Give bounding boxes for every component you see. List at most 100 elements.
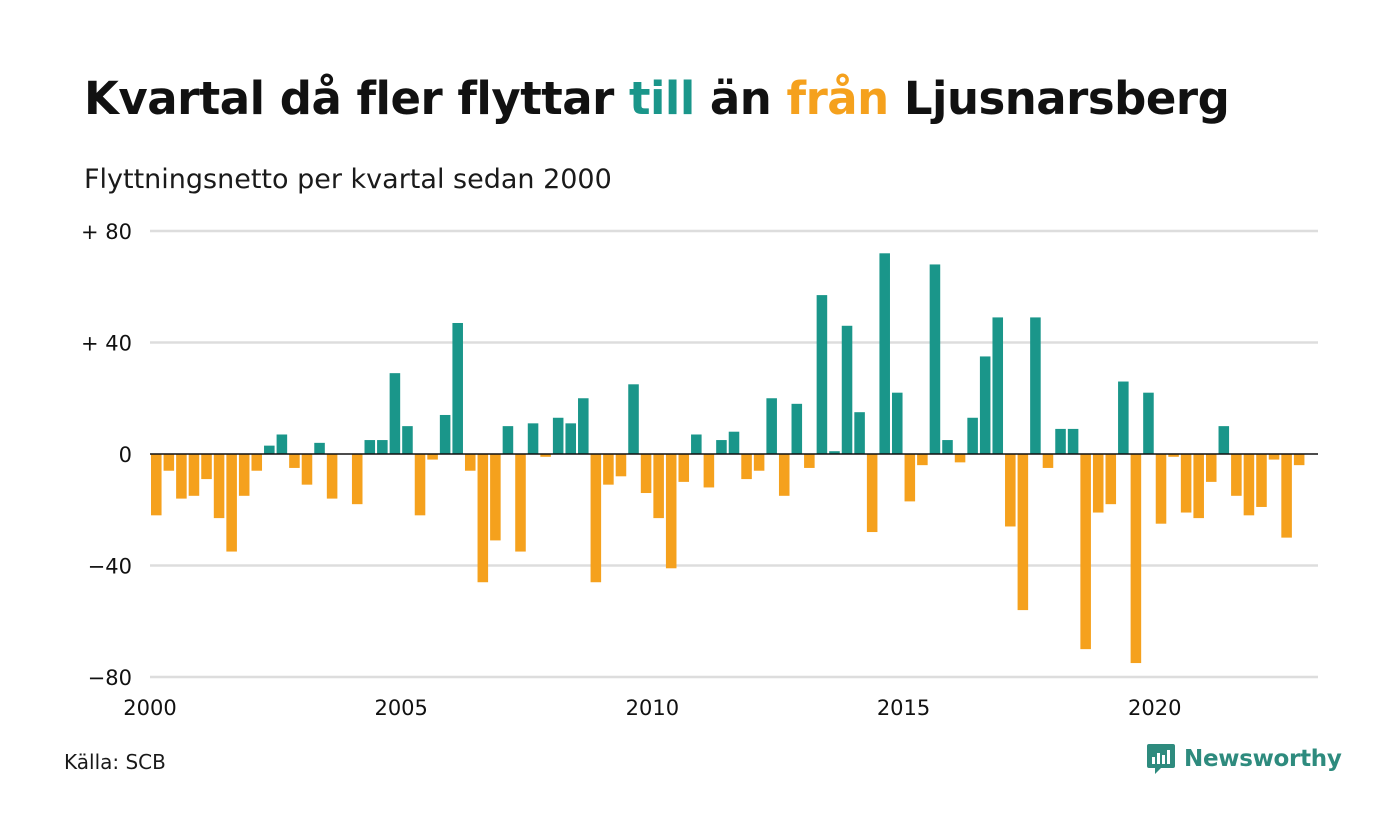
bar-2016-q1: [954, 454, 966, 463]
bar-2013-q4: [841, 325, 853, 454]
y-tick-label: −40: [88, 555, 132, 579]
bar-2015-q1: [904, 454, 916, 502]
bar-2011-q4: [741, 454, 752, 480]
bar-2005-q1: [402, 426, 413, 455]
x-tick-label: 2010: [626, 696, 679, 720]
bar-2008-q4: [590, 454, 602, 583]
bar-2000-q2: [163, 454, 175, 471]
chart-subtitle: Flyttningsnetto per kvartal sedan 2000: [84, 164, 612, 195]
bar-2021-q4: [1243, 454, 1255, 516]
bar-2016-q4: [992, 317, 1004, 454]
bar-2017-q1: [1005, 454, 1016, 527]
bar-2000-q3: [176, 454, 187, 499]
bar-2020-q1: [1155, 454, 1167, 524]
bar-2000-q4: [188, 454, 200, 496]
x-tick-label: 2005: [374, 696, 427, 720]
bar-2016-q2: [967, 417, 978, 454]
bar-2013-q1: [804, 454, 815, 468]
bar-2022-q3: [1281, 454, 1292, 538]
bar-2005-q3: [427, 454, 438, 460]
bar-2004-q3: [377, 440, 388, 454]
bar-2014-q1: [854, 412, 865, 454]
newsworthy-logo-text: Newsworthy: [1184, 746, 1342, 772]
bar-2002-q1: [251, 454, 263, 471]
bar-2001-q1: [201, 454, 212, 480]
bar-2018-q1: [1055, 428, 1066, 454]
bar-2011-q1: [703, 454, 715, 488]
bar-2004-q1: [351, 454, 363, 505]
bar-2012-q1: [753, 454, 765, 471]
bar-2010-q2: [665, 454, 677, 569]
bar-2001-q4: [238, 454, 250, 496]
bar-2001-q3: [226, 454, 237, 552]
bar-2011-q3: [728, 431, 740, 454]
bar-2021-q3: [1231, 454, 1242, 496]
bar-2015-q2: [917, 454, 928, 466]
title-fran-highlight: från: [786, 72, 890, 125]
bar-2008-q3: [578, 398, 589, 454]
bar-2013-q2: [816, 295, 828, 454]
bar-2017-q2: [1017, 454, 1029, 611]
bar-2013-q3: [829, 451, 840, 454]
bar-2010-q3: [678, 454, 690, 482]
bar-2019-q3: [1130, 454, 1142, 664]
newsworthy-logo: Newsworthy: [1146, 742, 1342, 776]
bar-2020-q4: [1193, 454, 1204, 519]
bar-2022-q4: [1293, 454, 1305, 466]
bar-2004-q2: [364, 440, 376, 454]
bar-2012-q3: [778, 454, 790, 496]
bars: [151, 253, 1305, 664]
title-till-highlight: till: [628, 72, 695, 125]
bar-2022-q2: [1268, 454, 1280, 460]
x-tick-label: 2000: [123, 696, 176, 720]
bar-2020-q3: [1180, 454, 1192, 513]
bar-2021-q1: [1205, 454, 1217, 482]
bar-chart: + 80 + 40 0 −40 −80 2000 2005 2010 2015 2020: [81, 220, 1318, 720]
y-tick-label: −80: [88, 666, 132, 690]
bar-2007-q1: [502, 426, 514, 455]
bar-2006-q3: [477, 454, 489, 583]
bar-2009-q2: [615, 454, 627, 477]
bar-2018-q2: [1067, 428, 1079, 454]
bar-2022-q1: [1256, 454, 1267, 507]
bar-2007-q3: [527, 423, 539, 454]
bar-2002-q3: [276, 434, 288, 454]
bar-2009-q1: [603, 454, 614, 485]
bar-2019-q2: [1118, 381, 1129, 454]
y-tick-label: 0: [119, 443, 132, 467]
bar-2006-q1: [452, 322, 463, 454]
bar-2003-q3: [326, 454, 338, 499]
bar-2005-q4: [439, 414, 451, 454]
grid-lines: [150, 229, 1318, 679]
axes: + 80 + 40 0 −40 −80 2000 2005 2010 2015 2020: [81, 220, 1318, 720]
bar-2014-q4: [891, 392, 903, 454]
bar-2017-q3: [1030, 317, 1041, 454]
bar-2001-q2: [213, 454, 225, 519]
bar-2012-q2: [766, 398, 777, 454]
bar-2014-q2: [866, 454, 878, 533]
source-note: Källa: SCB: [64, 750, 166, 774]
bar-2015-q4: [942, 440, 953, 454]
bar-2005-q2: [414, 454, 426, 516]
bar-2009-q4: [640, 454, 652, 494]
bar-2020-q2: [1168, 454, 1179, 457]
bar-2014-q3: [879, 253, 890, 454]
bar-2010-q1: [653, 454, 664, 519]
bar-2004-q4: [389, 373, 401, 454]
title-part-1: Kvartal då fler flyttar: [84, 72, 629, 125]
bar-2008-q2: [565, 423, 577, 454]
bar-2010-q4: [691, 434, 702, 454]
bar-2002-q2: [264, 445, 275, 454]
bar-2003-q1: [301, 454, 313, 485]
bar-2011-q2: [716, 440, 727, 454]
title-part-3: Ljusnarsberg: [888, 72, 1230, 125]
bar-2018-q3: [1080, 454, 1091, 650]
bar-2021-q2: [1218, 426, 1230, 455]
bar-2002-q4: [289, 454, 300, 468]
bar-2007-q2: [515, 454, 526, 552]
x-tick-label: 2020: [1128, 696, 1181, 720]
bar-2000-q1: [151, 454, 162, 516]
x-tick-label: 2015: [877, 696, 930, 720]
newsworthy-chart-icon: [1147, 744, 1175, 774]
y-tick-label: + 80: [81, 220, 132, 244]
